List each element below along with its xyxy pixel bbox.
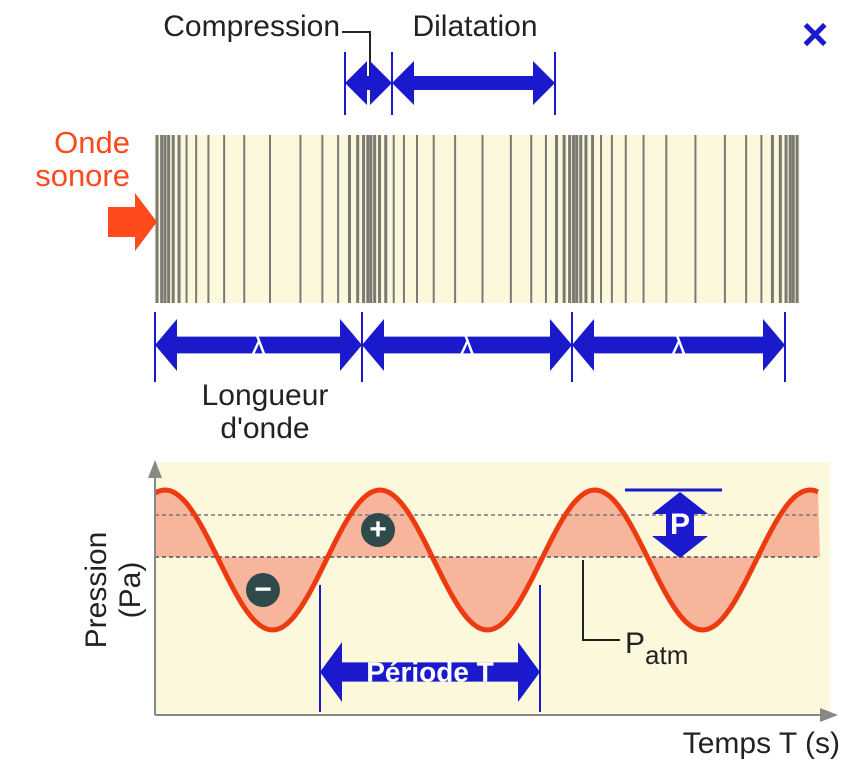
wavelength-label: Longueur: [202, 379, 329, 412]
amplitude-arrow: [652, 492, 708, 558]
wavelength-symbol: λ: [251, 329, 266, 362]
source-label: sonore: [35, 158, 130, 193]
dilatation-arrow: [392, 61, 555, 105]
pressure-wave: [153, 487, 819, 633]
close-button[interactable]: ×: [802, 8, 829, 60]
source-label: Onde: [54, 125, 130, 160]
wavelength-arrow: [362, 319, 572, 371]
wavelength-label: d'onde: [220, 412, 309, 445]
plus-sign: +: [369, 513, 387, 546]
sound-wave-band: [155, 135, 800, 303]
dilatation-label: Dilatation: [412, 10, 537, 43]
pressure-area: [155, 490, 820, 630]
atm-label: Patm: [625, 627, 688, 670]
wavelength-symbol: λ: [671, 329, 686, 362]
wavelength-arrow: [572, 319, 785, 371]
minus-icon: [246, 573, 280, 607]
y-axis-label: (Pa): [114, 562, 147, 619]
compression-arrow: [345, 61, 392, 105]
x-axis-label: Temps T (s): [683, 727, 840, 760]
atm-sub: atm: [645, 640, 688, 670]
arrows: λ λ λ Période T P: [154, 52, 786, 712]
period-arrow: [320, 642, 540, 702]
plus-icon: [361, 513, 395, 547]
atm-leader: [582, 560, 620, 641]
minus-sign: −: [254, 573, 272, 606]
y-axis-label: Pression: [80, 532, 113, 649]
amplitude-label: P: [670, 508, 690, 541]
atm-base: P: [625, 627, 645, 660]
band-background: [155, 135, 800, 303]
x-axis-arrow: [820, 708, 838, 722]
wavelength-symbol: λ: [460, 329, 475, 362]
compression-label: Compression: [163, 10, 340, 43]
source-arrow: [108, 193, 157, 251]
y-axis-arrow: [148, 460, 162, 478]
wavelength-arrow: [155, 319, 362, 371]
period-label: Période T: [366, 656, 494, 687]
